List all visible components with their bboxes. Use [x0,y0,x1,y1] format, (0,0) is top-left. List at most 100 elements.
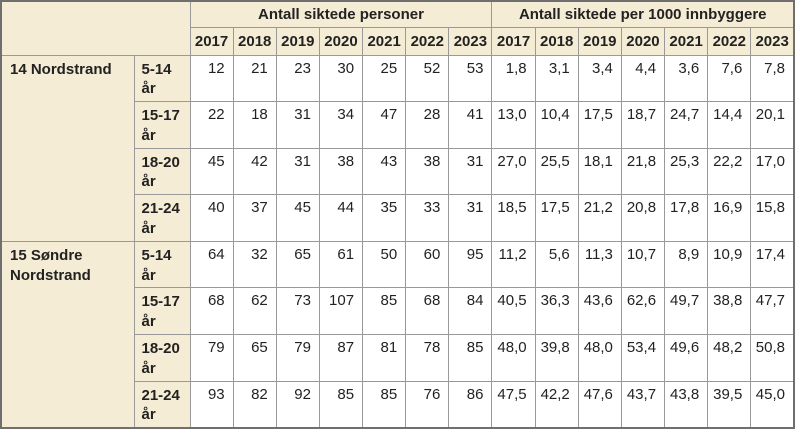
count-value-cell: 40 [189,194,234,242]
count-value-cell: 33 [405,194,450,242]
rate-value-cell: 16,9 [707,194,752,242]
rate-value-cell: 39,5 [707,380,752,429]
rate-value-cell: 20,8 [620,194,666,242]
rate-value-cell: 50,8 [750,334,795,382]
rate-value-cell: 24,7 [664,101,709,149]
count-value-cell: 35 [362,194,407,242]
rate-value-cell: 62,6 [620,287,666,336]
count-value-cell: 42 [232,147,277,196]
rate-value-cell: 25,3 [664,147,709,196]
rate-value-cell: 4,4 [620,54,666,103]
rate-value-cell: 22,2 [707,147,752,196]
table-row: 15-17 år 68 62 73 107 85 68 84 40,5 36,3 43,6 62,6 4… [1,287,795,336]
count-value-cell: 25 [362,54,407,103]
table-row: 18-20 år 45 42 31 38 43 38 31 27,0 25,5 18,1 21,8 25… [1,147,795,196]
rate-value-cell: 47,5 [491,380,536,429]
count-value-cell: 62 [232,287,277,336]
rate-value-cell: 18,1 [577,147,622,196]
rate-value-cell: 17,0 [750,147,795,196]
rate-value-cell: 1,8 [491,54,536,103]
rate-value-cell: 39,8 [534,334,579,382]
rate-value-cell: 43,7 [620,380,666,429]
rate-value-cell: 27,0 [491,147,536,196]
count-value-cell: 76 [405,380,450,429]
rate-value-cell: 17,5 [534,194,579,242]
year-header: 2022 [405,26,450,56]
rate-value-cell: 53,4 [620,334,666,382]
age-group-cell: 5-14 år [133,54,191,103]
year-header: 2019 [577,26,622,56]
rate-value-cell: 38,8 [707,287,752,336]
rate-value-cell: 18,7 [620,101,666,149]
age-group-cell: 18-20 år [133,334,191,382]
rate-value-cell: 10,4 [534,101,579,149]
rate-value-cell: 36,3 [534,287,579,336]
count-value-cell: 87 [318,334,364,382]
rate-value-cell: 49,7 [664,287,709,336]
count-value-cell: 81 [362,334,407,382]
count-value-cell: 18 [232,101,277,149]
group-header-antall-siktede-personer: Antall siktede personer [189,0,493,28]
rate-value-cell: 17,8 [664,194,709,242]
rate-value-cell: 15,8 [750,194,795,242]
year-header: 2018 [232,26,277,56]
rate-value-cell: 11,2 [491,240,536,289]
rate-value-cell: 3,6 [664,54,709,103]
rate-value-cell: 45,0 [750,380,795,429]
count-value-cell: 85 [448,334,493,382]
count-value-cell: 92 [275,380,320,429]
group-header-row: Antall siktede personer Antall siktede p… [0,0,795,56]
count-value-cell: 32 [232,240,277,289]
year-header: 2021 [362,26,407,56]
rate-value-cell: 42,2 [534,380,579,429]
year-header: 2023 [750,26,795,56]
rate-value-cell: 7,6 [707,54,752,103]
year-header: 2017 [189,26,234,56]
corner-cell [0,0,191,56]
year-header: 2022 [707,26,752,56]
table-row: 18-20 år 79 65 79 87 81 78 85 48,0 39,8 48,0 53,4 49… [1,334,795,382]
count-value-cell: 85 [318,380,364,429]
count-value-cell: 79 [189,334,234,382]
count-value-cell: 61 [318,240,364,289]
age-group-cell: 15-17 år [133,101,191,149]
table-row: 15-17 år 22 18 31 34 47 28 41 13,0 10,4 17,5 18,7 24… [1,101,795,149]
district-cell: 15 Søndre Nordstrand [0,240,135,429]
count-value-cell: 64 [189,240,234,289]
rate-value-cell: 49,6 [664,334,709,382]
rate-value-cell: 20,1 [750,101,795,149]
rate-value-cell: 48,0 [491,334,536,382]
age-group-cell: 21-24 år [133,194,191,242]
age-group-cell: 21-24 år [133,380,191,429]
year-header: 2021 [664,26,709,56]
age-group-cell: 18-20 år [133,147,191,196]
count-value-cell: 73 [275,287,320,336]
rate-value-cell: 8,9 [664,240,709,289]
rate-value-cell: 14,4 [707,101,752,149]
count-value-cell: 23 [275,54,320,103]
rate-value-cell: 7,8 [750,54,795,103]
year-header: 2017 [491,26,536,56]
count-value-cell: 107 [318,287,364,336]
year-header: 2023 [448,26,493,56]
count-value-cell: 31 [448,194,493,242]
count-value-cell: 93 [189,380,234,429]
count-value-cell: 41 [448,101,493,149]
count-value-cell: 43 [362,147,407,196]
table-body: 14 Nordstrand 5-14 år 12 21 23 30 25 52 53 1,8 3,1… [0,54,795,429]
district-cell: 14 Nordstrand [0,54,135,242]
rate-value-cell: 43,6 [577,287,622,336]
count-value-cell: 21 [232,54,277,103]
rate-value-cell: 48,0 [577,334,622,382]
age-group-cell: 15-17 år [133,287,191,336]
age-group-cell: 5-14 år [133,240,191,289]
count-value-cell: 38 [405,147,450,196]
count-value-cell: 60 [405,240,450,289]
count-value-cell: 86 [448,380,493,429]
count-value-cell: 38 [318,147,364,196]
rate-value-cell: 13,0 [491,101,536,149]
count-value-cell: 31 [275,147,320,196]
table-row: 14 Nordstrand 5-14 år 12 21 23 30 25 52 53 1,8 3,1… [0,54,795,242]
